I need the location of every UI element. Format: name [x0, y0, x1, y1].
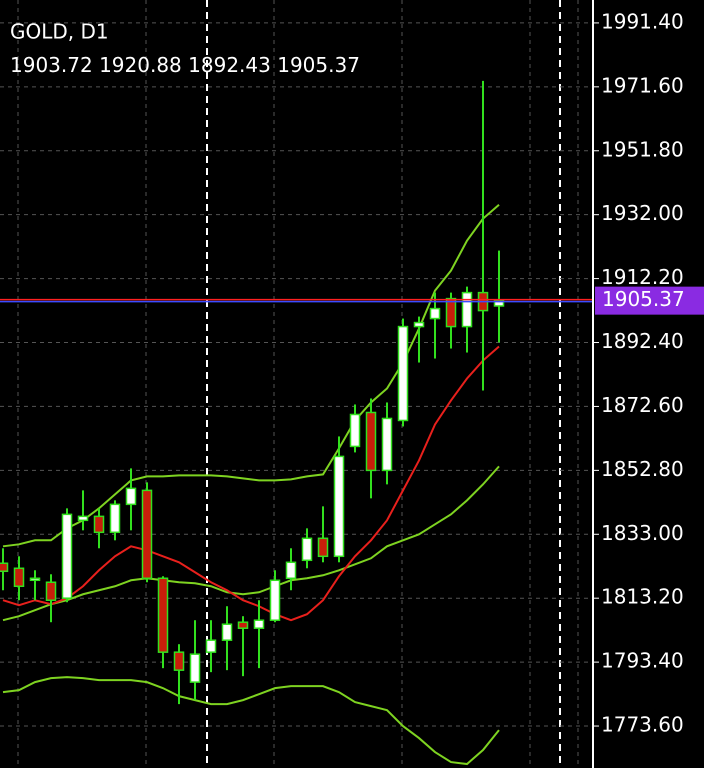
low-value: 1892.43: [188, 53, 271, 77]
candle-body: [301, 537, 313, 562]
price-tag: [595, 286, 704, 315]
open-value: 1903.72: [10, 53, 93, 77]
candle-body: [125, 487, 137, 506]
ohlc-info: 1903.72 1920.88 1892.43 1905.37: [10, 53, 360, 77]
y-tick-label: 1872.60: [601, 393, 684, 417]
candle-body: [285, 561, 297, 580]
candle-body: [333, 455, 345, 558]
candle-body: [253, 619, 265, 629]
candle-body: [221, 623, 233, 641]
y-tick-label: 1813.20: [601, 585, 684, 609]
candle-body: [93, 515, 105, 534]
y-tick-label: 1773.60: [601, 713, 684, 737]
candle-body: [157, 577, 169, 653]
y-tick-label: 1912.20: [601, 265, 684, 289]
grid: [0, 22, 593, 727]
candle-body: [13, 567, 25, 587]
y-tick-label: 1991.40: [601, 9, 684, 33]
candles: [0, 80, 505, 705]
candle-body: [381, 417, 393, 472]
y-tick-label: 1852.80: [601, 457, 684, 481]
candle-body: [109, 503, 121, 534]
y-axis: 1991.40 1971.60 1951.80 1932.00 1912.20 1892.…: [593, 9, 704, 737]
candle-body: [77, 515, 89, 522]
y-tick-label: 1951.80: [601, 137, 684, 161]
y-tick-label: 1793.40: [601, 649, 684, 673]
chart-title: GOLD, D1: [10, 20, 109, 44]
close-value: 1905.37: [277, 53, 360, 77]
candle-body: [429, 307, 441, 320]
candle-body: [173, 651, 185, 671]
price-tag-label: 1905.37: [602, 287, 685, 311]
y-tick-label: 1971.60: [601, 73, 684, 97]
candle-body: [413, 321, 425, 328]
candle-body: [61, 513, 73, 599]
candle-body: [205, 639, 217, 653]
candle-body: [317, 537, 329, 558]
candle-body: [269, 579, 281, 621]
candle-body: [445, 297, 457, 328]
high-value: 1920.88: [99, 53, 182, 77]
candle-body: [189, 653, 201, 683]
y-tick-label: 1833.00: [601, 521, 684, 545]
candle-body: [461, 291, 473, 328]
candle-body: [141, 489, 153, 580]
y-tick-label: 1892.40: [601, 329, 684, 353]
indicator-line: [2, 345, 500, 622]
y-tick-label: 1932.00: [601, 201, 684, 225]
candle-body: [493, 299, 505, 307]
indicator-line: [2, 676, 500, 766]
candle-body: [397, 325, 409, 422]
candle-body: [0, 562, 9, 573]
candle-body: [29, 577, 41, 582]
candle-body: [365, 411, 377, 472]
axis-panel: [593, 0, 704, 768]
candle-body: [45, 581, 57, 601]
indicator-line: [2, 203, 500, 548]
indicator-line: [2, 465, 500, 622]
price-line: [0, 298, 593, 303]
indicators: [2, 203, 500, 766]
candle-body: [237, 621, 249, 629]
candle-body: [349, 413, 361, 448]
